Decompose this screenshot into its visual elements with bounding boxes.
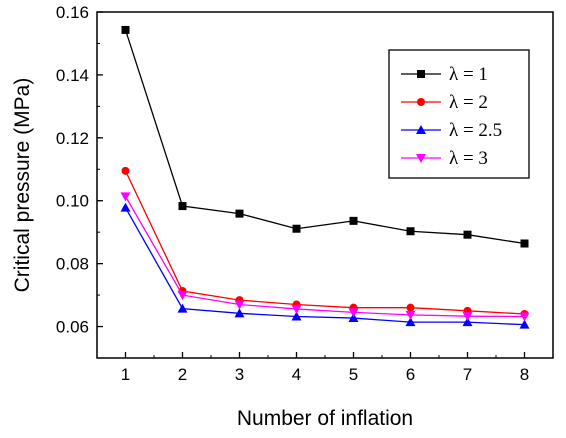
data-point [291,311,302,321]
series-3 [120,202,530,329]
data-point [519,312,530,322]
y-axis-title: Critical pressure (MPa) [11,78,34,293]
data-point [120,192,131,202]
y-tick-label: 0.06 [56,318,89,337]
y-tick-label: 0.16 [56,3,89,22]
data-point [519,319,530,329]
data-point [406,227,415,236]
data-point [178,202,187,211]
series-line [124,207,525,326]
x-tick-label: 8 [520,365,529,384]
data-point [234,308,245,318]
x-tick-label: 7 [463,365,472,384]
data-point [348,313,359,323]
data-point [520,239,529,248]
x-axis: 1 2 3 4 5 6 7 8 [96,352,554,384]
x-axis-title: Number of inflation [237,407,413,430]
series-1 [121,25,529,248]
legend-entry: λ = 1 [449,64,488,85]
y-tick-label: 0.12 [56,129,89,148]
y-tick-label: 0.10 [56,192,89,211]
data-point [405,317,416,327]
data-point [463,230,472,239]
data-point [120,202,131,212]
legend-swatch-marker [416,125,426,134]
y-tick-label: 0.08 [56,255,89,274]
y-tick-label: 0.14 [56,66,89,85]
data-point [291,304,302,314]
data-point [292,224,301,233]
data-point [177,303,188,313]
x-tick-label: 6 [406,365,415,384]
data-point [177,291,188,301]
data-point [462,312,473,322]
data-point [349,216,358,225]
data-point [405,310,416,320]
legend-entry: λ = 2 [449,92,488,113]
x-tick-label: 2 [178,365,187,384]
legend-entry: λ = 2.5 [449,120,502,141]
x-tick-label: 1 [121,365,130,384]
series-line [124,170,525,315]
data-point [121,166,130,175]
data-point [235,209,244,218]
data-point [406,303,415,312]
series-4 [120,192,530,322]
series-line [124,195,525,318]
data-point [234,300,245,310]
data-point [348,308,359,318]
legend-box [388,49,530,179]
series-layer [120,25,530,329]
x-tick-label: 3 [235,365,244,384]
series-line [124,29,525,245]
x-tick-label: 5 [349,365,358,384]
legend-swatch-marker [417,70,425,78]
data-point [121,25,130,34]
legend-swatch-marker [417,98,425,106]
legend-entry: λ = 3 [449,148,488,169]
legend: λ = 1 λ = 2 λ = 2.5 λ = 3 [388,49,530,179]
y-axis: 0.06 0.08 0.10 0.12 0.14 0.16 [56,3,103,359]
data-point [462,317,473,327]
legend-swatch-marker [416,154,426,163]
x-tick-label: 4 [292,365,301,384]
